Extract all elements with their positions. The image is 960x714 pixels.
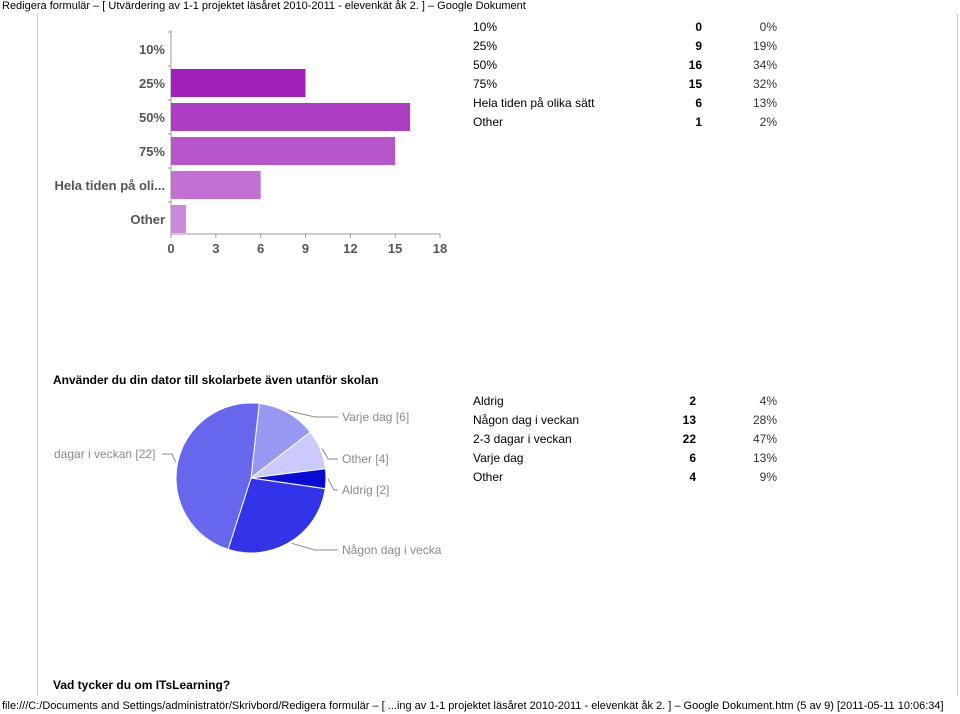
stats-percent: 0% bbox=[759, 20, 777, 34]
left-divider bbox=[37, 14, 38, 696]
bar-x-tick-label: 6 bbox=[257, 241, 264, 256]
stats-percent: 13% bbox=[752, 96, 777, 110]
bar-x-tick-label: 9 bbox=[302, 241, 309, 256]
stats-count: 6 bbox=[695, 96, 702, 110]
pie-leader-line bbox=[321, 448, 338, 460]
stats-percent: 13% bbox=[752, 451, 777, 465]
pie-leader-line bbox=[291, 542, 338, 551]
bar-category-label: 50% bbox=[139, 110, 165, 125]
question-heading-2: Vad tycker du om ITsLearning? bbox=[53, 678, 231, 692]
pie-slice-label: dagar i veckan [22] bbox=[54, 447, 155, 461]
stats-label: 10% bbox=[473, 20, 498, 34]
pie-leader-line bbox=[162, 453, 177, 463]
stats-percent: 2% bbox=[759, 115, 777, 129]
bar bbox=[171, 137, 396, 165]
bar-x-tick-label: 12 bbox=[343, 241, 357, 256]
stats-row: 75% 15 32% bbox=[473, 75, 777, 94]
bar bbox=[171, 103, 411, 131]
pie-slice-label: Varje dag [6] bbox=[342, 410, 409, 424]
bar-x-tick-label: 3 bbox=[212, 241, 219, 256]
stats-label: 2-3 dagar i veckan bbox=[473, 432, 572, 446]
stats-count: 6 bbox=[689, 451, 696, 465]
bar bbox=[171, 69, 306, 97]
bar-category-label: 25% bbox=[139, 76, 165, 91]
pie-slice-label: Någon dag i vecka bbox=[342, 543, 442, 557]
stats-row: 50% 16 34% bbox=[473, 56, 777, 75]
stats-percent: 32% bbox=[752, 77, 777, 91]
bar-category-label: Hela tiden på oli... bbox=[54, 178, 165, 193]
stats-row: Aldrig 2 4% bbox=[473, 392, 777, 411]
stats-percent: 28% bbox=[752, 413, 777, 427]
stats-row: Other 4 9% bbox=[473, 468, 777, 487]
stats-percent: 47% bbox=[752, 432, 777, 446]
pie-chart: Varje dag [6] Other [4] Aldrig [2] Någon da… bbox=[54, 402, 442, 557]
stats-count: 2 bbox=[689, 394, 696, 408]
bar-x-tick-label: 15 bbox=[388, 241, 402, 256]
stats-percent: 4% bbox=[759, 394, 777, 408]
pie-slice bbox=[250, 402, 312, 480]
stats-row: Varje dag 6 13% bbox=[473, 449, 777, 468]
stats-row: 10% 0 0% bbox=[473, 18, 777, 37]
stats-label: Other bbox=[473, 115, 504, 129]
stats-label: Other bbox=[473, 470, 504, 484]
bar-x-tick-label: 18 bbox=[433, 241, 447, 256]
stats-count: 22 bbox=[682, 432, 696, 446]
stats-label: 50% bbox=[473, 58, 498, 72]
stats-label: 25% bbox=[473, 39, 498, 53]
stats-count: 16 bbox=[688, 58, 702, 72]
bar-stats-table: 10% 0 0% 25% 9 19% 50% 16 34% 75% 15 32% Hela tiden … bbox=[473, 18, 777, 132]
stats-label: Någon dag i veckan bbox=[473, 413, 580, 427]
pie-leader-line bbox=[327, 478, 338, 491]
bar-category-label: 75% bbox=[139, 144, 165, 159]
stats-count: 0 bbox=[695, 20, 702, 34]
stats-row: 2-3 dagar i veckan 22 47% bbox=[473, 430, 777, 449]
pie-slice-label: Other [4] bbox=[342, 452, 389, 466]
stats-label: Varje dag bbox=[473, 451, 524, 465]
browser-title: Redigera formulär – [ Utvärdering av 1-1… bbox=[2, 0, 526, 12]
stats-percent: 34% bbox=[752, 58, 777, 72]
stats-count: 9 bbox=[695, 39, 702, 53]
stats-count: 4 bbox=[689, 470, 696, 484]
stats-label: Hela tiden på olika sätt bbox=[473, 96, 595, 110]
bar-category-label: 10% bbox=[139, 42, 165, 57]
pie-stats-table: Aldrig 2 4% Någon dag i veckan 13 28% 2-3 daga… bbox=[473, 392, 777, 487]
bar-x-tick-label: 0 bbox=[167, 241, 174, 256]
right-divider bbox=[957, 14, 958, 696]
stats-row: Other 1 2% bbox=[473, 113, 777, 132]
question-heading-1: Använder du din dator till skolarbete äv… bbox=[53, 373, 379, 387]
stats-row: 25% 9 19% bbox=[473, 37, 777, 56]
stats-count: 15 bbox=[688, 77, 702, 91]
stats-percent: 19% bbox=[752, 39, 777, 53]
bar-category-label: Other bbox=[130, 212, 165, 227]
pie-slice bbox=[175, 402, 260, 551]
stats-label: Aldrig bbox=[473, 394, 504, 408]
pie-slice bbox=[227, 477, 326, 554]
bar bbox=[171, 205, 186, 233]
pie-slice-label: Aldrig [2] bbox=[342, 483, 389, 497]
stats-label: 75% bbox=[473, 77, 498, 91]
stats-count: 1 bbox=[695, 115, 702, 129]
pie-leader-line bbox=[288, 410, 338, 418]
page-footer: file:///C:/Documents and Settings/admini… bbox=[2, 700, 944, 712]
stats-count: 13 bbox=[682, 413, 696, 427]
stats-percent: 9% bbox=[759, 470, 777, 484]
stats-row: Någon dag i veckan 13 28% bbox=[473, 411, 777, 430]
bar bbox=[171, 171, 261, 199]
stats-row: Hela tiden på olika sätt 6 13% bbox=[473, 94, 777, 113]
